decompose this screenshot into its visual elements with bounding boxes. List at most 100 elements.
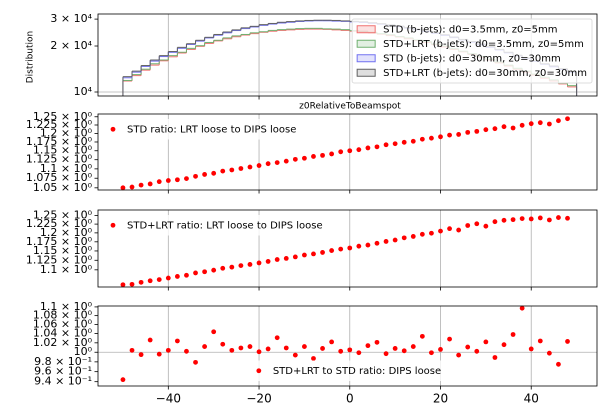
point — [510, 125, 516, 131]
legend-item: STD+LRT (b-jets): d0=30mm, z0=30mm — [356, 68, 587, 79]
point — [537, 120, 543, 126]
legend-swatch — [356, 39, 376, 48]
point — [447, 132, 452, 138]
point — [238, 166, 244, 171]
point — [374, 144, 380, 150]
point — [211, 267, 217, 273]
point — [510, 217, 516, 223]
point — [220, 265, 226, 271]
x-axis-label: z0RelativeToBeamspot — [299, 102, 401, 112]
point — [546, 217, 552, 223]
point — [519, 216, 525, 222]
point — [156, 351, 162, 357]
legend-item: STD ratio: LRT loose to DIPS loose — [110, 124, 296, 135]
panel: −40 −20 0 20 40 9.4 × 10⁻¹9.6 × 10⁻¹9.8 × 10⁻… — [33, 300, 598, 406]
point — [156, 179, 162, 185]
legend-item: STD+LRT (b-jets): d0=3.5mm, z0=5mm — [356, 39, 584, 50]
y-tick-label: 1.08 × 10⁰ — [33, 309, 93, 322]
point — [202, 344, 208, 349]
point — [429, 350, 434, 356]
point — [165, 178, 171, 183]
legend-frame — [103, 119, 302, 140]
point — [274, 257, 280, 262]
point — [256, 163, 262, 168]
y-tick-label: 1.125 × 10⁰ — [26, 153, 93, 166]
point — [184, 176, 189, 182]
legend-marker — [256, 368, 262, 374]
point — [401, 348, 407, 354]
point — [238, 263, 244, 268]
point — [565, 339, 570, 344]
point — [438, 346, 443, 352]
legend-item: STD (b-jets): d0=3.5mm, z0=5mm — [356, 24, 558, 35]
point — [474, 128, 480, 134]
point — [138, 279, 144, 285]
plot-frame — [97, 113, 598, 191]
point — [546, 350, 552, 356]
legend-label: STD ratio: LRT loose to DIPS loose — [127, 124, 296, 135]
point — [320, 346, 325, 351]
point — [356, 350, 362, 356]
panel: 10⁴ 2 × 10⁴ 3 × 10⁴ STD (b-jets): d0=3.5mm,… — [50, 12, 598, 100]
legend-swatch — [356, 54, 376, 63]
point — [129, 184, 135, 190]
y-tick-label: 1.075 × 10⁰ — [26, 171, 93, 184]
point — [365, 242, 371, 248]
legend-item: STD+LRT ratio: LRT loose to DIPS loose — [110, 220, 323, 231]
point — [147, 278, 153, 284]
point — [184, 348, 189, 354]
point — [374, 339, 380, 345]
point — [256, 260, 262, 266]
point — [410, 344, 416, 349]
point — [383, 351, 389, 357]
point — [338, 246, 344, 252]
point — [265, 259, 271, 264]
point — [419, 231, 425, 237]
legend-label: STD+LRT to STD ratio: DIPS loose — [273, 366, 441, 377]
legend-label: STD+LRT (b-jets): d0=30mm, z0=30mm — [383, 68, 587, 79]
point — [138, 182, 144, 188]
plot-frame — [97, 305, 598, 387]
y-tick-label: 1.04 × 10⁰ — [33, 327, 93, 340]
point — [211, 170, 217, 176]
point — [556, 361, 561, 367]
point — [537, 215, 543, 221]
point — [329, 339, 335, 345]
point — [392, 141, 398, 147]
legend: STD+LRT to STD ratio: DIPS loose — [248, 360, 447, 381]
point — [456, 227, 462, 233]
point — [456, 132, 462, 137]
point — [292, 352, 298, 358]
point — [447, 336, 452, 342]
y-tick-label: 1.02 × 10⁰ — [33, 336, 93, 349]
point — [556, 118, 561, 124]
plot-frame — [97, 209, 598, 288]
y-tick-label: 1.225 × 10⁰ — [26, 217, 93, 230]
point — [256, 349, 262, 355]
y-axis-label: Distribution — [26, 31, 36, 84]
point — [156, 277, 162, 282]
point — [320, 250, 325, 255]
point — [401, 139, 407, 145]
y-tick-label: 1.15 × 10⁰ — [33, 244, 93, 257]
point — [202, 269, 208, 275]
legend-label: STD (b-jets): d0=3.5mm, z0=5mm — [383, 24, 557, 35]
point — [365, 145, 371, 151]
point — [501, 217, 507, 223]
point — [510, 332, 516, 337]
point — [438, 228, 443, 234]
point — [338, 149, 344, 155]
point — [492, 355, 498, 360]
point — [492, 126, 498, 132]
y-tick-label: 1.05 × 10⁰ — [33, 181, 93, 194]
legend-frame — [351, 18, 593, 84]
point — [311, 154, 316, 159]
x-tick-label: 40 — [524, 392, 539, 406]
point — [320, 152, 325, 158]
point — [220, 341, 226, 347]
point — [383, 142, 389, 148]
legend-label: STD+LRT (b-jets): d0=3.5mm, z0=5mm — [383, 39, 584, 50]
point — [184, 272, 189, 278]
y-tick-label: 2 × 10⁴ — [50, 39, 92, 52]
